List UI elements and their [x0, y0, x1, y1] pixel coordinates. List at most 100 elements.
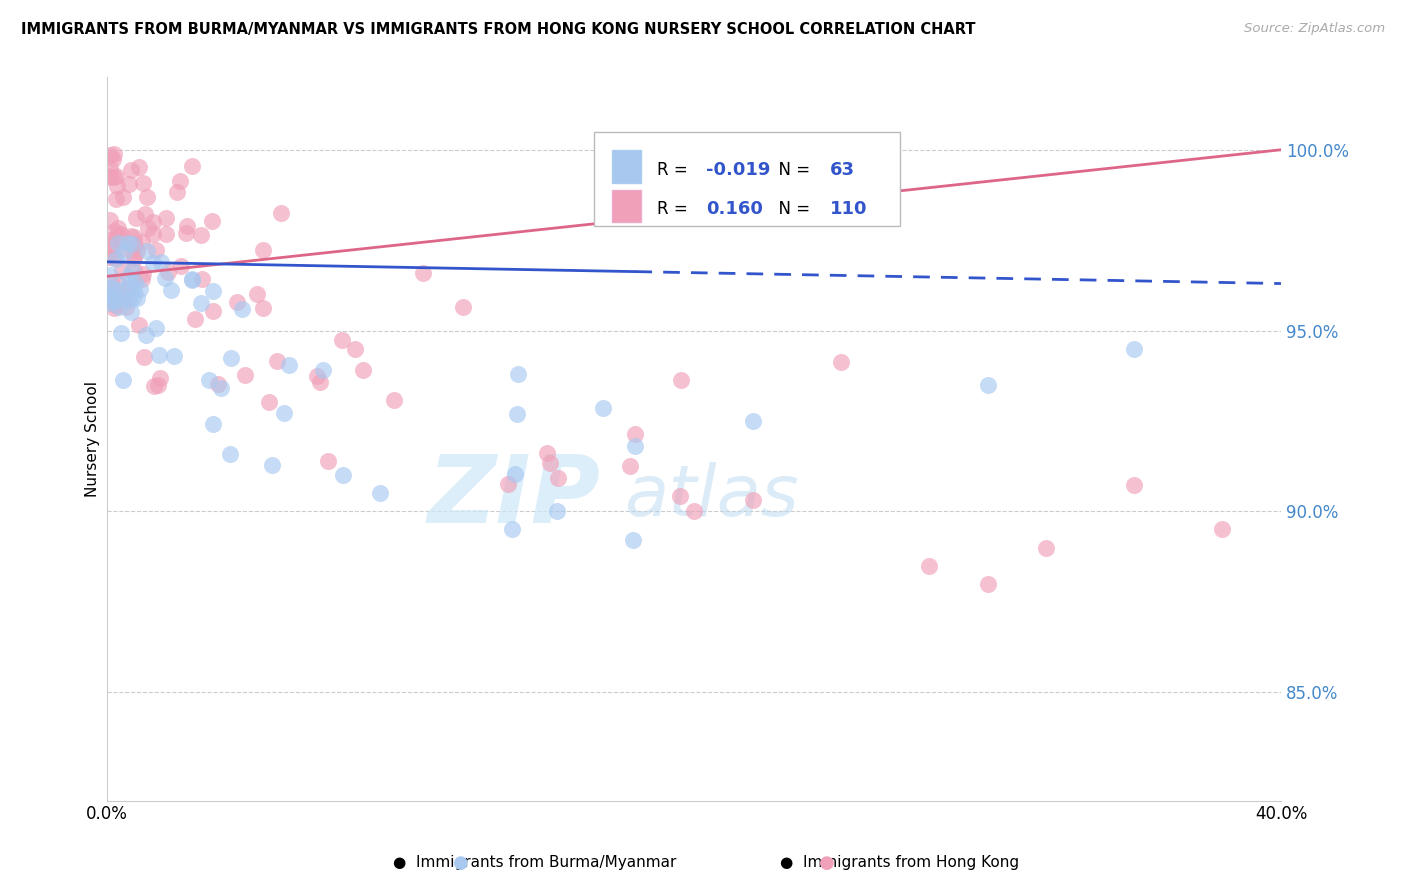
Point	[252, 301, 274, 315]
Point	[332, 468, 354, 483]
Point	[1211, 523, 1233, 537]
Point	[273, 406, 295, 420]
Point	[546, 504, 568, 518]
Point	[231, 301, 253, 316]
Point	[124, 283, 146, 297]
Point	[141, 256, 163, 270]
Point	[134, 207, 156, 221]
Point	[352, 363, 374, 377]
Point	[157, 265, 180, 279]
Point	[451, 301, 474, 315]
Point	[312, 363, 335, 377]
Point	[252, 243, 274, 257]
Point	[98, 268, 121, 282]
Point	[266, 354, 288, 368]
Point	[209, 381, 232, 395]
Point	[592, 401, 614, 416]
Point	[103, 251, 125, 265]
Point	[143, 379, 166, 393]
Point	[624, 439, 647, 453]
Point	[145, 243, 167, 257]
Point	[111, 262, 134, 277]
Point	[103, 301, 125, 315]
Point	[547, 471, 569, 485]
Point	[330, 333, 353, 347]
Point	[538, 456, 561, 470]
Point	[741, 414, 763, 428]
Point	[190, 295, 212, 310]
Point	[506, 367, 529, 381]
Text: -0.019: -0.019	[706, 161, 770, 179]
Point	[122, 263, 145, 277]
Point	[124, 238, 146, 252]
Point	[344, 342, 367, 356]
Point	[1035, 541, 1057, 555]
Point	[121, 235, 143, 250]
Point	[128, 161, 150, 175]
Point	[169, 174, 191, 188]
Point	[623, 533, 645, 548]
Point	[98, 169, 121, 184]
Point	[104, 298, 127, 312]
Point	[125, 211, 148, 225]
Point	[201, 214, 224, 228]
Point	[110, 227, 132, 241]
Point	[100, 275, 122, 289]
Point	[976, 377, 998, 392]
Text: R =: R =	[657, 200, 693, 218]
Point	[201, 417, 224, 431]
Point	[117, 270, 139, 285]
Point	[669, 373, 692, 387]
Point	[101, 293, 124, 308]
Point	[120, 304, 142, 318]
Point	[180, 272, 202, 286]
Point	[160, 283, 183, 297]
Point	[132, 268, 155, 282]
Text: ●: ●	[818, 855, 835, 872]
Point	[412, 266, 434, 280]
Y-axis label: Nursery School: Nursery School	[86, 381, 100, 497]
Point	[148, 377, 170, 392]
Point	[136, 221, 159, 235]
Text: N =: N =	[768, 200, 815, 218]
Point	[190, 227, 212, 242]
Point	[98, 280, 121, 294]
Point	[207, 376, 229, 391]
Text: IMMIGRANTS FROM BURMA/MYANMAR VS IMMIGRANTS FROM HONG KONG NURSERY SCHOOL CORREL: IMMIGRANTS FROM BURMA/MYANMAR VS IMMIGRA…	[21, 22, 976, 37]
Point	[122, 247, 145, 261]
Point	[225, 294, 247, 309]
Point	[135, 327, 157, 342]
Point	[120, 276, 142, 290]
Point	[155, 211, 177, 225]
Point	[201, 284, 224, 298]
Point	[260, 458, 283, 472]
Point	[136, 244, 159, 259]
Point	[128, 318, 150, 333]
Point	[107, 276, 129, 290]
Point	[98, 213, 121, 227]
Point	[201, 304, 224, 318]
Point	[506, 408, 529, 422]
Point	[142, 215, 165, 229]
Point	[368, 486, 391, 500]
Point	[112, 373, 135, 387]
Point	[98, 250, 121, 264]
Point	[149, 371, 172, 385]
Point	[830, 355, 852, 369]
Point	[184, 311, 207, 326]
Point	[135, 190, 157, 204]
Point	[619, 458, 641, 473]
Point	[98, 291, 121, 305]
Point	[103, 170, 125, 185]
Point	[149, 255, 172, 269]
Point	[501, 523, 523, 537]
Point	[180, 160, 202, 174]
Point	[155, 227, 177, 242]
Point	[112, 291, 135, 305]
Text: Source: ZipAtlas.com: Source: ZipAtlas.com	[1244, 22, 1385, 36]
Point	[117, 236, 139, 251]
Point	[246, 287, 269, 301]
Point	[121, 237, 143, 252]
Point	[103, 288, 125, 302]
Point	[103, 292, 125, 306]
